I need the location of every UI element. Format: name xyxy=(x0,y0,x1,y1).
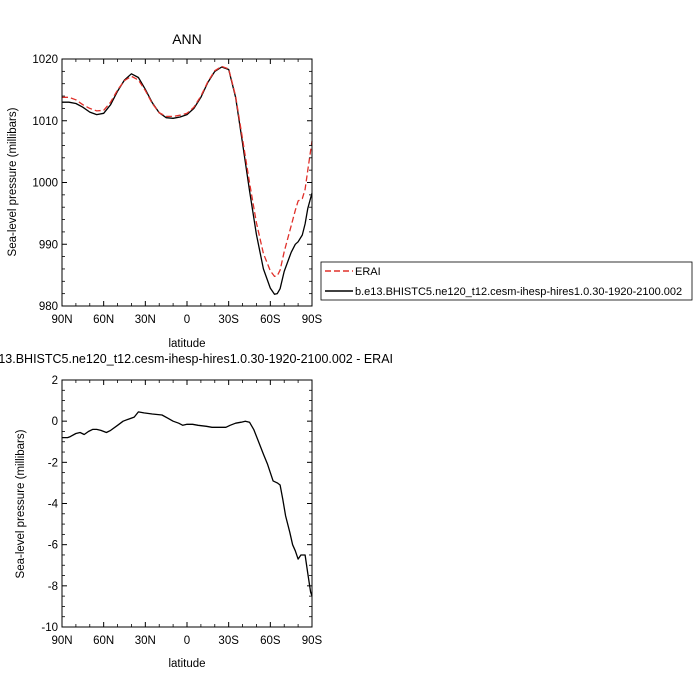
legend-label-erai: ERAI xyxy=(355,266,381,278)
top-xtick-label: 30S xyxy=(218,314,239,326)
top-lines xyxy=(62,65,313,295)
top-xlabel: latitude xyxy=(168,338,205,350)
top-xtick-label: 0 xyxy=(184,314,190,326)
top-plot-frame xyxy=(61,58,313,307)
bottom-xlabel: latitude xyxy=(168,658,205,670)
top-xtick-label: 90N xyxy=(51,314,72,326)
top-xtick-label: 90S xyxy=(302,314,323,326)
legend: ERAI b.e13.BHISTC5.ne120_t12.cesm-ihesp-… xyxy=(320,261,693,301)
top-ytick-label: 980 xyxy=(39,301,58,313)
top-ytick-label: 1020 xyxy=(32,54,58,66)
top-xtick-label: 60S xyxy=(260,314,281,326)
top-series-line-1 xyxy=(62,66,313,295)
bottom-xtick-label: 90N xyxy=(51,635,72,647)
bottom-series-line-0 xyxy=(62,411,313,597)
bottom-xtick-label: 30N xyxy=(135,635,156,647)
top-panel: ANN Sea-level pressure (millibars) latit… xyxy=(7,31,323,350)
bottom-xtick-label: 60N xyxy=(93,635,114,647)
top-title: ANN xyxy=(172,31,202,47)
top-axes: 90N 60N 30N 0 30S 60S 90S 980 990 1000 1010 1020 xyxy=(32,54,322,326)
bottom-plot-frame xyxy=(61,379,313,628)
bottom-xtick-label: 90S xyxy=(302,635,323,647)
bottom-ytick-label: -10 xyxy=(41,622,58,634)
legend-label-model: b.e13.BHISTC5.ne120_t12.cesm-ihesp-hires… xyxy=(355,286,682,298)
bottom-lines xyxy=(62,411,313,597)
top-ytick-label: 1010 xyxy=(32,116,58,128)
legend-box xyxy=(320,261,693,301)
bottom-title: b.e13.BHISTC5.ne120_t12.cesm-ihesp-hires… xyxy=(0,352,393,366)
bottom-xtick-label: 30S xyxy=(218,635,239,647)
top-ylabel: Sea-level pressure (millibars) xyxy=(7,107,19,256)
bottom-panel: b.e13.BHISTC5.ne120_t12.cesm-ihesp-hires… xyxy=(0,352,393,670)
bottom-xtick-label: 0 xyxy=(184,635,190,647)
bottom-ytick-label: -6 xyxy=(48,540,58,552)
bottom-ytick-label: -8 xyxy=(48,581,58,593)
top-ytick-label: 990 xyxy=(39,239,58,251)
bottom-ytick-label: 0 xyxy=(52,416,58,428)
bottom-ytick-label: -4 xyxy=(48,499,59,511)
top-series-line-0 xyxy=(62,65,313,278)
bottom-axes: 90N 60N 30N 0 30S 60S 90S -10 -8 -6 -4 -2 0 2 xyxy=(41,375,322,647)
bottom-ylabel: Sea-level pressure (millibars) xyxy=(15,429,27,578)
bottom-xtick-label: 60S xyxy=(260,635,281,647)
bottom-ytick-label: -2 xyxy=(48,457,58,469)
top-xtick-label: 30N xyxy=(135,314,156,326)
bottom-ytick-label: 2 xyxy=(52,375,58,387)
top-xtick-label: 60N xyxy=(93,314,114,326)
top-ytick-label: 1000 xyxy=(32,178,58,190)
